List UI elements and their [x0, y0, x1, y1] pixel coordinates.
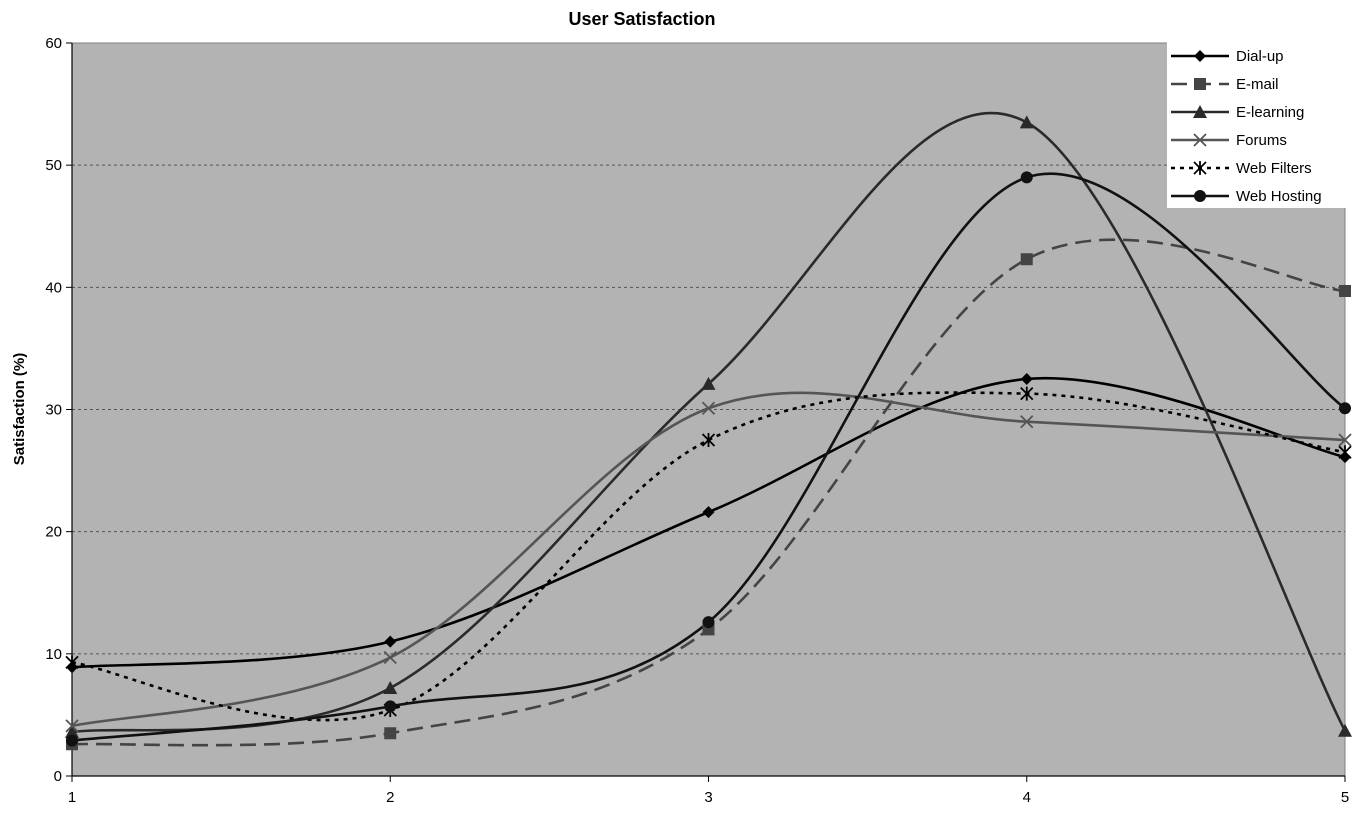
y-tick-label: 20 [45, 524, 62, 541]
data-point-web-hosting [702, 616, 715, 629]
data-point-dial-up [1020, 372, 1033, 385]
data-point-forums [701, 401, 716, 415]
legend-box [1167, 40, 1354, 208]
y-tick-label: 0 [54, 768, 62, 785]
y-tick-label: 30 [45, 402, 62, 419]
y-tick-label: 40 [45, 279, 62, 296]
legend-marker-dial-up [1194, 50, 1206, 62]
legend-marker-web-filters [1193, 161, 1207, 175]
legend-label-forums: Forums [1236, 132, 1287, 149]
y-tick-label: 10 [45, 646, 62, 663]
x-tick-label: 1 [68, 789, 76, 806]
data-point-e-learning [383, 681, 398, 695]
data-point-dial-up [384, 635, 397, 648]
y-axis-label: Satisfaction (%) [11, 353, 28, 466]
y-tick-labels: 0 10 20 30 40 50 60 [45, 35, 62, 785]
data-point-web-filters [1338, 445, 1352, 460]
legend-marker-e-mail [1194, 78, 1206, 90]
data-point-e-mail [384, 727, 397, 740]
data-point-e-learning [1019, 115, 1034, 129]
legend-label-e-mail: E-mail [1236, 76, 1279, 93]
data-point-forums [383, 650, 397, 665]
x-tick-labels: 1 2 3 4 5 [68, 789, 1349, 806]
data-point-web-hosting [1020, 171, 1033, 184]
series-line-web-hosting [71, 172, 1346, 742]
data-point-web-filters [65, 655, 79, 670]
x-tick-label: 5 [1341, 789, 1349, 806]
y-tick-label: 60 [45, 35, 62, 52]
data-point-e-learning [65, 725, 79, 739]
x-tick-label: 3 [704, 789, 712, 806]
data-point-e-learning [1338, 723, 1352, 737]
x-tick-label: 2 [386, 789, 394, 806]
legend-marker-e-learning [1193, 105, 1207, 118]
data-point-web-hosting [1339, 402, 1351, 415]
x-tick-label: 4 [1023, 789, 1031, 806]
data-point-e-mail [1339, 284, 1351, 297]
legend: Dial-up E-mail E-learning Forums Web Filters… [1167, 40, 1354, 208]
axes [66, 42, 1346, 782]
legend-marker-web-hosting [1194, 190, 1206, 202]
chart-title: User Satisfaction [568, 9, 715, 29]
series-line-e-mail [71, 238, 1346, 747]
data-point-web-filters [1020, 386, 1034, 401]
series-line-e-learning [71, 111, 1347, 734]
data-point-forums [65, 719, 79, 733]
data-point-web-filters [701, 433, 716, 448]
series-line-forums [71, 391, 1346, 728]
legend-label-web-filters: Web Filters [1236, 160, 1312, 177]
data-point-web-hosting [66, 734, 78, 747]
data-point-e-learning [701, 376, 716, 390]
series-markers [65, 115, 1352, 751]
legend-marker-forums [1193, 133, 1207, 147]
data-point-forums [1338, 433, 1352, 447]
y-tick-label: 50 [45, 157, 62, 174]
legend-label-web-hosting: Web Hosting [1236, 188, 1322, 205]
data-point-web-hosting [384, 700, 397, 713]
legend-label-dial-up: Dial-up [1236, 48, 1284, 65]
legend-label-e-learning: E-learning [1236, 104, 1304, 121]
data-point-dial-up [702, 506, 715, 519]
data-point-forums [1020, 415, 1034, 429]
data-point-e-mail [1020, 253, 1033, 266]
